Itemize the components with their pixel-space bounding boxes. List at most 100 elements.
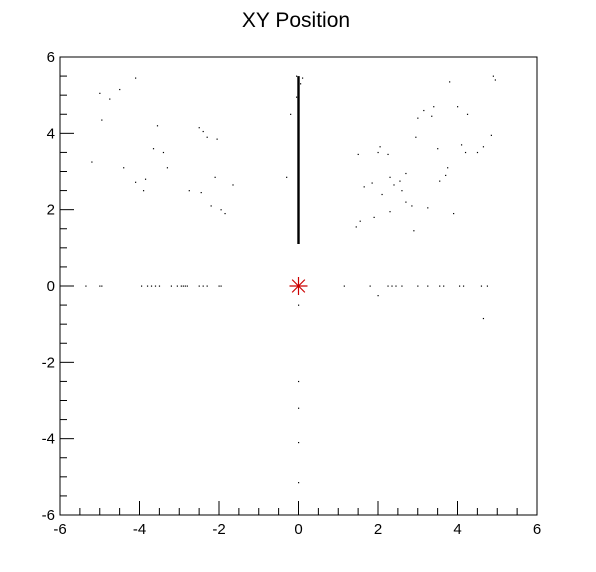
scatter-point [482,317,485,320]
scatter-point [343,285,345,287]
scatter-point [357,153,359,156]
scatter-point [301,77,304,79]
x-tick-label: 4 [453,521,461,538]
scatter-point [482,146,485,148]
scatter-point [218,285,220,287]
scatter-point [377,295,379,297]
scatter-point [433,106,435,108]
scatter-point [198,127,200,129]
scatter-point [480,285,483,287]
scatter-point [216,138,218,140]
scatter-point [466,113,469,115]
scatter-point [210,205,212,207]
scatter-point [476,151,479,154]
scatter-point [170,285,172,287]
scatter-point [198,285,200,287]
axis-ticks [59,56,538,516]
origin-marker [289,277,308,295]
scatter-point [427,207,429,209]
origin-marker-stroke [291,279,306,293]
scatter-point [449,81,451,83]
scatter-point [290,113,292,115]
scatter-point [355,226,357,228]
scatter-point [188,190,190,192]
scatter-point [99,285,101,287]
y-tick-label: -4 [42,431,55,448]
scatter-point [462,285,465,287]
scatter-point [85,285,87,287]
scatter-point [443,285,445,287]
scatter-point [457,106,459,108]
scatter-point [91,161,93,163]
scatter-point [144,178,147,180]
scatter-point [220,209,222,211]
scatter-point [142,190,145,192]
x-tick-label: 2 [374,521,382,538]
y-tick-label: 4 [47,125,55,142]
scatter-point [298,380,300,383]
scatter-point [123,167,125,169]
scatter-point [298,407,300,409]
scatter-point [363,186,365,188]
scatter-point [119,88,121,91]
scatter-point [232,184,234,186]
scatter-point [379,146,381,148]
scatter-point [389,176,391,178]
scatter-point [186,285,188,287]
scatter-point [437,148,439,150]
scatter-point [427,285,429,287]
scatter-point [202,130,204,133]
scatter-point [206,285,208,287]
scatter-point [415,136,417,138]
scatter-point [146,285,149,287]
scatter-point [490,134,492,136]
scatter-point [373,216,375,218]
scatter-point [182,285,184,287]
y-tick-label: 6 [47,49,55,66]
scatter-point [158,285,161,287]
scatter-point [492,75,494,77]
scatter-point [371,182,373,184]
scatter-point [381,193,383,196]
x-tick-label: -6 [53,521,66,538]
scatter-point [405,201,407,203]
scatter-point [413,230,415,232]
chart-title: XY Position [242,9,350,32]
scatter-point [453,212,455,215]
scatter-point [298,482,300,484]
scatter-point [411,205,413,207]
scatter-point [417,117,419,119]
scatter-point [135,77,137,79]
scatter-point [399,180,401,182]
x-tick-label: -2 [212,521,225,538]
scatter-point [99,92,101,94]
scatter-point [387,153,389,156]
scatter-point [299,83,302,85]
scatter-point [359,220,361,222]
scatter-point [154,285,157,287]
scatter-point [220,285,222,287]
scatter-point [494,79,496,81]
tick-labels: -6 -4 -2 0 2 4 6 -6 -4 -2 0 2 4 6 [42,49,542,538]
scatter-point [200,191,202,194]
scatter-point [423,109,425,112]
x-tick-label: 0 [294,521,302,538]
scatter-point [391,285,393,287]
scatter-point [176,285,178,287]
scatter-point [166,167,169,169]
scatter-point [447,167,449,169]
scatter-point [395,285,397,287]
scatter-point [458,285,461,287]
scatter-point [486,285,489,287]
scatter-point [180,285,182,287]
scatter-point [109,98,111,100]
scatter-point [101,119,103,121]
scatter-point [464,151,467,154]
scatter-point [431,115,433,117]
scatter-point [150,285,153,287]
scatter-point [393,184,395,186]
scatter-point [140,285,143,287]
scatter-point [206,136,208,138]
scatter-point [286,176,288,178]
scatter-point [401,190,403,192]
